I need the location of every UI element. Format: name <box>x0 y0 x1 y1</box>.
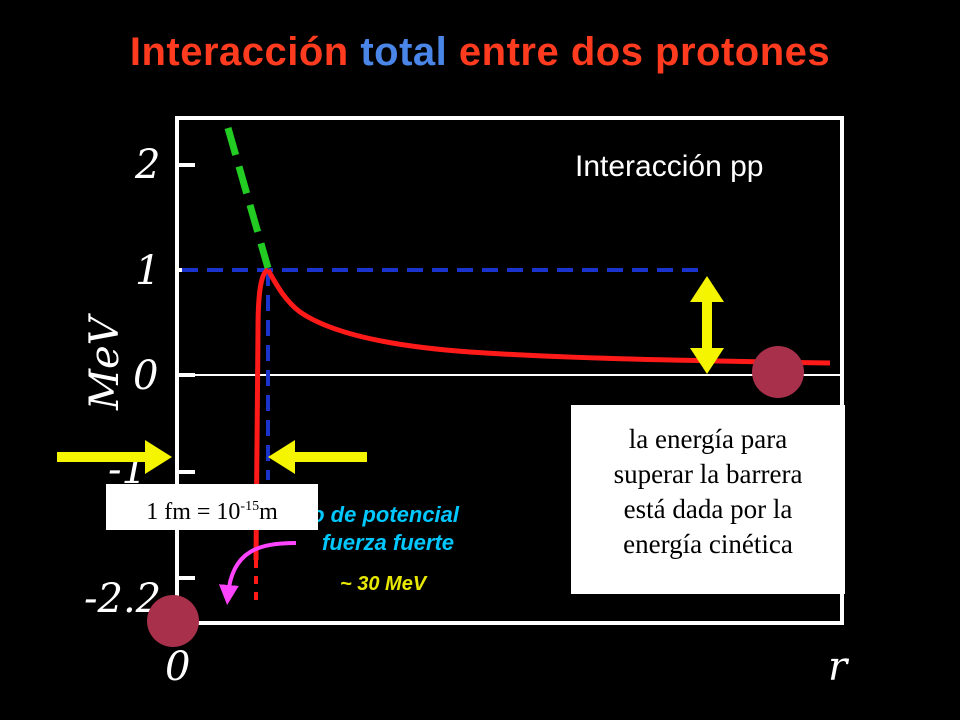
series-extrapolation <box>224 127 272 269</box>
y-axis-label: MeV <box>82 312 128 411</box>
fm-scale-label: 1 fm = 10-15m <box>106 484 318 530</box>
well-annotation-line-2: fuerza fuerte <box>322 530 454 555</box>
slide-title: Interacción total entre dos protones <box>0 30 960 75</box>
energy-gap-arrow <box>690 276 724 374</box>
y-tick-label-0: 0 <box>133 353 158 399</box>
arrow-head-right <box>145 440 172 474</box>
width-arrow-right <box>268 440 367 474</box>
arrow-shaft <box>57 452 149 462</box>
proton-particle-origin <box>147 595 199 647</box>
fm-prefix: 1 fm = 10 <box>146 499 241 525</box>
arrow-shaft <box>702 298 712 350</box>
note-line: superar la barrera <box>613 459 803 489</box>
arrow-head-down <box>690 348 724 374</box>
magenta-arrow <box>218 541 297 605</box>
title-part-2: total <box>360 30 448 74</box>
x-axis-label: r <box>828 644 850 690</box>
proton-particle-right <box>752 346 804 398</box>
series-nuclear-well-wall <box>253 267 270 561</box>
title-part-3: entre dos protones <box>447 30 831 74</box>
note-line: la energía para <box>628 424 788 454</box>
note-line: energía cinética <box>623 529 793 559</box>
arrow-head-left <box>268 440 295 474</box>
well-depth-label: ~ 30 MeV <box>340 573 428 595</box>
width-arrow-left <box>57 440 172 474</box>
x-origin-label: 0 <box>165 644 190 690</box>
title-part-1: Interacción <box>129 30 361 74</box>
kinetic-energy-note: la energía para superar la barrera está … <box>571 405 845 594</box>
fm-suffix: m <box>259 499 278 525</box>
chart-title: Interacción pp <box>575 150 763 183</box>
note-line: está dada por la <box>623 494 793 524</box>
series-coulomb-barrier <box>265 268 831 366</box>
fm-exponent: -15 <box>240 499 260 514</box>
y-tick-label-1: 1 <box>135 248 160 294</box>
plot-frame <box>175 116 844 625</box>
arrow-shaft <box>292 452 367 462</box>
y-tick-label-2: 2 <box>134 142 160 188</box>
arrow-head-up <box>690 276 724 302</box>
